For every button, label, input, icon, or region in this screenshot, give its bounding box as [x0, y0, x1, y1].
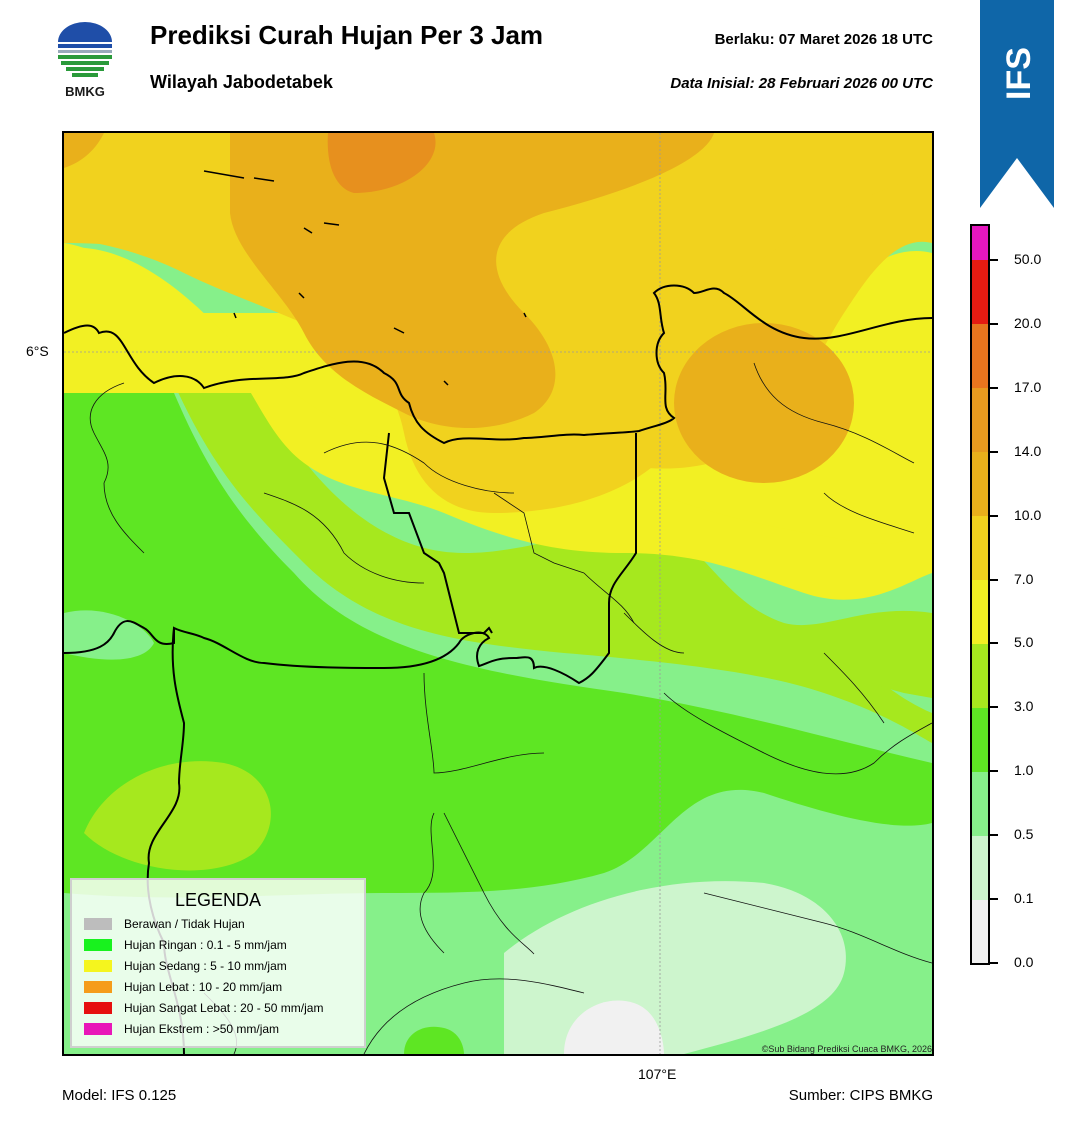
legend-item-heavy: Hujan Lebat : 10 - 20 mm/jam [84, 979, 282, 995]
colorbar [970, 224, 990, 965]
copyright-text: ©Sub Bidang Prediksi Cuaca BMKG, 2026 [761, 1044, 932, 1054]
colorbar-tick [990, 259, 998, 261]
legend-swatch [84, 981, 112, 993]
latitude-label: 6°S [26, 343, 49, 359]
colorbar-segment [972, 226, 988, 260]
colorbar-segment [972, 515, 988, 581]
legend-item-extreme: Hujan Ekstrem : >50 mm/jam [84, 1021, 279, 1037]
init-time: Data Inisial: 28 Februari 2026 00 UTC [670, 75, 933, 92]
map-title: Prediksi Curah Hujan Per 3 Jam [150, 20, 544, 50]
colorbar-tick [990, 514, 998, 517]
colorbar-tick [990, 706, 998, 709]
colorbar-segment [972, 707, 988, 772]
rainfall-map [62, 131, 934, 1056]
colorbar-tick [990, 962, 998, 964]
legend-item-moderate: Hujan Sedang : 5 - 10 mm/jam [84, 958, 287, 974]
bmkg-logo [52, 20, 118, 102]
colorbar-tick [990, 898, 998, 901]
ribbon-text: IFS [1000, 47, 1038, 100]
legend-title: LEGENDA [174, 890, 262, 910]
colorbar-tick-label: 0.1 [1014, 890, 1034, 907]
map-subtitle: Wilayah Jabodetabek [150, 72, 333, 92]
colorbar-tick-label: 20.0 [1014, 314, 1042, 331]
colorbar-tick-label: 50.0 [1014, 251, 1042, 267]
colorbar-tick-label: 17.0 [1014, 378, 1042, 395]
source-label: Sumber: CIPS BMKG [788, 1087, 933, 1104]
legend-swatch [84, 1023, 112, 1035]
legend-item-cloudy: Berawan / Tidak Hujan [84, 916, 245, 932]
colorbar-tick-label: 7.0 [1014, 570, 1034, 587]
colorbar-tick [990, 450, 998, 453]
colorbar-segment [972, 835, 988, 900]
colorbar-tick-label: 0.0 [1014, 954, 1034, 970]
legend-swatch [84, 1002, 112, 1014]
legend-label: Hujan Sangat Lebat : 20 - 50 mm/jam [124, 1001, 324, 1015]
colorbar-tick-label: 0.5 [1014, 826, 1034, 843]
colorbar-segment [972, 643, 988, 708]
legend-swatch [84, 939, 112, 951]
legend-swatch [84, 918, 112, 930]
legend-label: Hujan Lebat : 10 - 20 mm/jam [124, 980, 283, 994]
colorbar-tick-label: 3.0 [1014, 698, 1034, 715]
colorbar-segment [972, 451, 988, 517]
rainfall-legend: LEGENDA Berawan / Tidak Hujan Hujan Ring… [70, 878, 366, 1048]
colorbar-segment [972, 323, 988, 389]
legend-label: Hujan Ringan : 0.1 - 5 mm/jam [124, 938, 287, 952]
model-label: Model: IFS 0.125 [62, 1087, 177, 1104]
colorbar-tick-label: 10.0 [1014, 506, 1042, 523]
colorbar-tick [990, 834, 998, 837]
colorbar-tick-label: 1.0 [1014, 762, 1034, 779]
valid-time: Berlaku: 07 Maret 2026 18 UTC [714, 31, 933, 48]
colorbar-tick [990, 642, 998, 645]
colorbar-tick-label: 5.0 [1014, 634, 1034, 651]
legend-swatch [84, 960, 112, 972]
map-canvas [64, 133, 932, 1054]
colorbar-tick [990, 770, 998, 773]
colorbar-segment [972, 260, 988, 325]
colorbar-tick [990, 386, 998, 389]
colorbar-tick [990, 578, 998, 581]
legend-item-very-heavy: Hujan Sangat Lebat : 20 - 50 mm/jam [84, 1000, 323, 1016]
colorbar-segment [972, 579, 988, 644]
colorbar-tick [990, 322, 998, 325]
legend-item-light: Hujan Ringan : 0.1 - 5 mm/jam [84, 937, 287, 953]
colorbar-segment [972, 899, 988, 964]
legend-label: Berawan / Tidak Hujan [124, 917, 245, 931]
ifs-ribbon: IFS [980, 0, 1054, 210]
longitude-label: 107°E [638, 1066, 677, 1082]
colorbar-tick-label: 14.0 [1014, 442, 1042, 459]
colorbar-segment [972, 387, 988, 453]
legend-label: Hujan Ekstrem : >50 mm/jam [124, 1022, 280, 1036]
colorbar-segment [972, 771, 988, 836]
logo-text: BMKG [65, 84, 105, 99]
legend-label: Hujan Sedang : 5 - 10 mm/jam [124, 959, 287, 973]
